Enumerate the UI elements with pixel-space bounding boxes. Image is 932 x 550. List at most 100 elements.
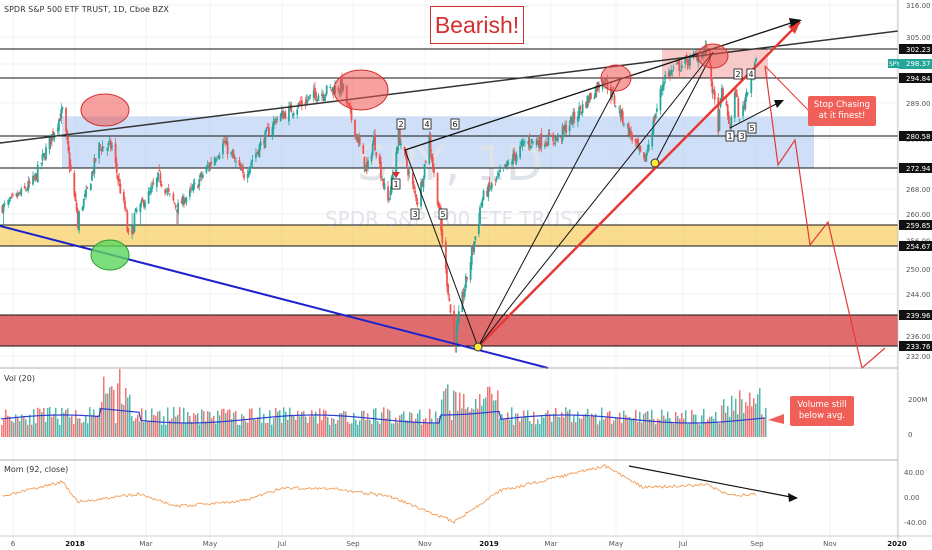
volume-bar — [313, 416, 315, 437]
volume-bar — [43, 407, 45, 437]
candle-body — [168, 193, 171, 195]
wave-label: 1 — [727, 132, 732, 141]
candle-body — [240, 169, 243, 170]
volume-bar — [405, 420, 407, 437]
volume-bar — [347, 422, 349, 437]
candle-body — [693, 53, 696, 55]
candle-body — [670, 70, 672, 75]
candle-body — [494, 179, 497, 181]
volume-bar — [181, 423, 183, 437]
candle-body — [355, 134, 358, 138]
volume-bar — [15, 414, 17, 437]
volume-bar — [19, 421, 21, 437]
chart-title: SPDR S&P 500 ETF TRUST, 1D, Cboe BZX — [4, 5, 169, 14]
candle-body — [488, 181, 491, 189]
volume-bar — [531, 423, 533, 437]
candle-body — [309, 94, 312, 96]
level-tag-bg — [899, 220, 932, 230]
volume-bar — [447, 384, 449, 437]
volume-bar — [759, 388, 761, 437]
volume-bar — [481, 405, 483, 437]
candle-body — [472, 246, 474, 251]
candle-body — [131, 225, 133, 234]
volume-bar — [417, 413, 419, 437]
candle-body — [380, 161, 382, 179]
volume-bar — [547, 410, 549, 437]
candle-body — [573, 111, 576, 120]
volume-bar — [645, 412, 647, 437]
candle-body — [183, 197, 185, 205]
candle-body — [663, 81, 665, 86]
volume-bar — [585, 413, 587, 437]
candle-body — [233, 158, 236, 159]
volume-bar — [161, 424, 163, 437]
candle-body — [364, 165, 367, 172]
volume-bar — [165, 424, 167, 437]
candle-body — [396, 147, 399, 154]
volume-bar — [395, 417, 397, 437]
volume-bar — [89, 407, 91, 437]
volume-bar — [561, 412, 563, 437]
volume-bar — [499, 418, 501, 437]
volume-bar — [55, 407, 57, 437]
wave-label-box — [725, 130, 735, 142]
candle-body — [232, 150, 235, 159]
candle-body — [126, 211, 129, 232]
candle-body — [462, 291, 465, 298]
wave-label: 2 — [398, 120, 403, 129]
price-tick-label: 289.00 — [906, 100, 931, 108]
candle-body — [174, 204, 177, 208]
volume-bar — [23, 416, 25, 437]
volume-bar — [633, 418, 635, 437]
candle-body — [184, 200, 187, 203]
candle-body — [503, 164, 506, 167]
candle-body — [197, 184, 200, 189]
volume-bar — [213, 415, 215, 437]
stop-chasing-callout[interactable]: Stop Chasing at it finest! — [808, 96, 876, 126]
volume-bar — [297, 410, 299, 437]
candle-body — [283, 113, 286, 118]
volume-bar — [591, 413, 593, 437]
volume-bar — [435, 411, 437, 437]
volume-bar — [237, 424, 239, 437]
volume-bar — [37, 407, 39, 437]
volume-bar — [511, 407, 513, 437]
candle-body — [124, 200, 126, 209]
volume-bar — [59, 424, 61, 437]
candle-body — [157, 172, 159, 181]
candle-body — [512, 153, 514, 165]
candle-body — [497, 172, 500, 177]
candle-body — [68, 152, 71, 168]
volume-bar — [69, 417, 71, 437]
volume-pane-label: Vol (20) — [4, 374, 35, 383]
volume-bar — [385, 418, 387, 437]
candle-body — [206, 166, 209, 167]
candle-body — [532, 141, 534, 143]
volume-bar — [111, 386, 113, 437]
momentum-pane — [2, 464, 798, 525]
volume-bar — [567, 411, 569, 437]
momentum-pane-label: Mom (92, close) — [4, 465, 69, 474]
volume-note-callout[interactable]: Volume still below avg. — [790, 396, 854, 426]
bearish-annotation[interactable]: Bearish! — [430, 6, 524, 44]
volume-bar — [115, 423, 117, 437]
callout-pointer — [764, 65, 811, 113]
candle-body — [469, 261, 472, 280]
candle-body — [398, 128, 401, 145]
wave-label: 4 — [748, 70, 753, 79]
volume-bar — [383, 407, 385, 437]
candle-body — [224, 141, 227, 144]
candle-body — [34, 173, 37, 177]
candle-body — [188, 189, 191, 197]
volume-bar — [249, 408, 251, 437]
candle-body — [214, 159, 217, 162]
candle-body — [356, 134, 359, 143]
candle-body — [444, 241, 447, 269]
volume-bar — [493, 400, 495, 437]
volume-bar — [71, 415, 73, 437]
volume-bar — [521, 418, 523, 437]
volume-bar — [667, 411, 669, 437]
candle-body — [50, 134, 53, 142]
candle-body — [41, 154, 44, 161]
volume-bar — [339, 413, 341, 437]
